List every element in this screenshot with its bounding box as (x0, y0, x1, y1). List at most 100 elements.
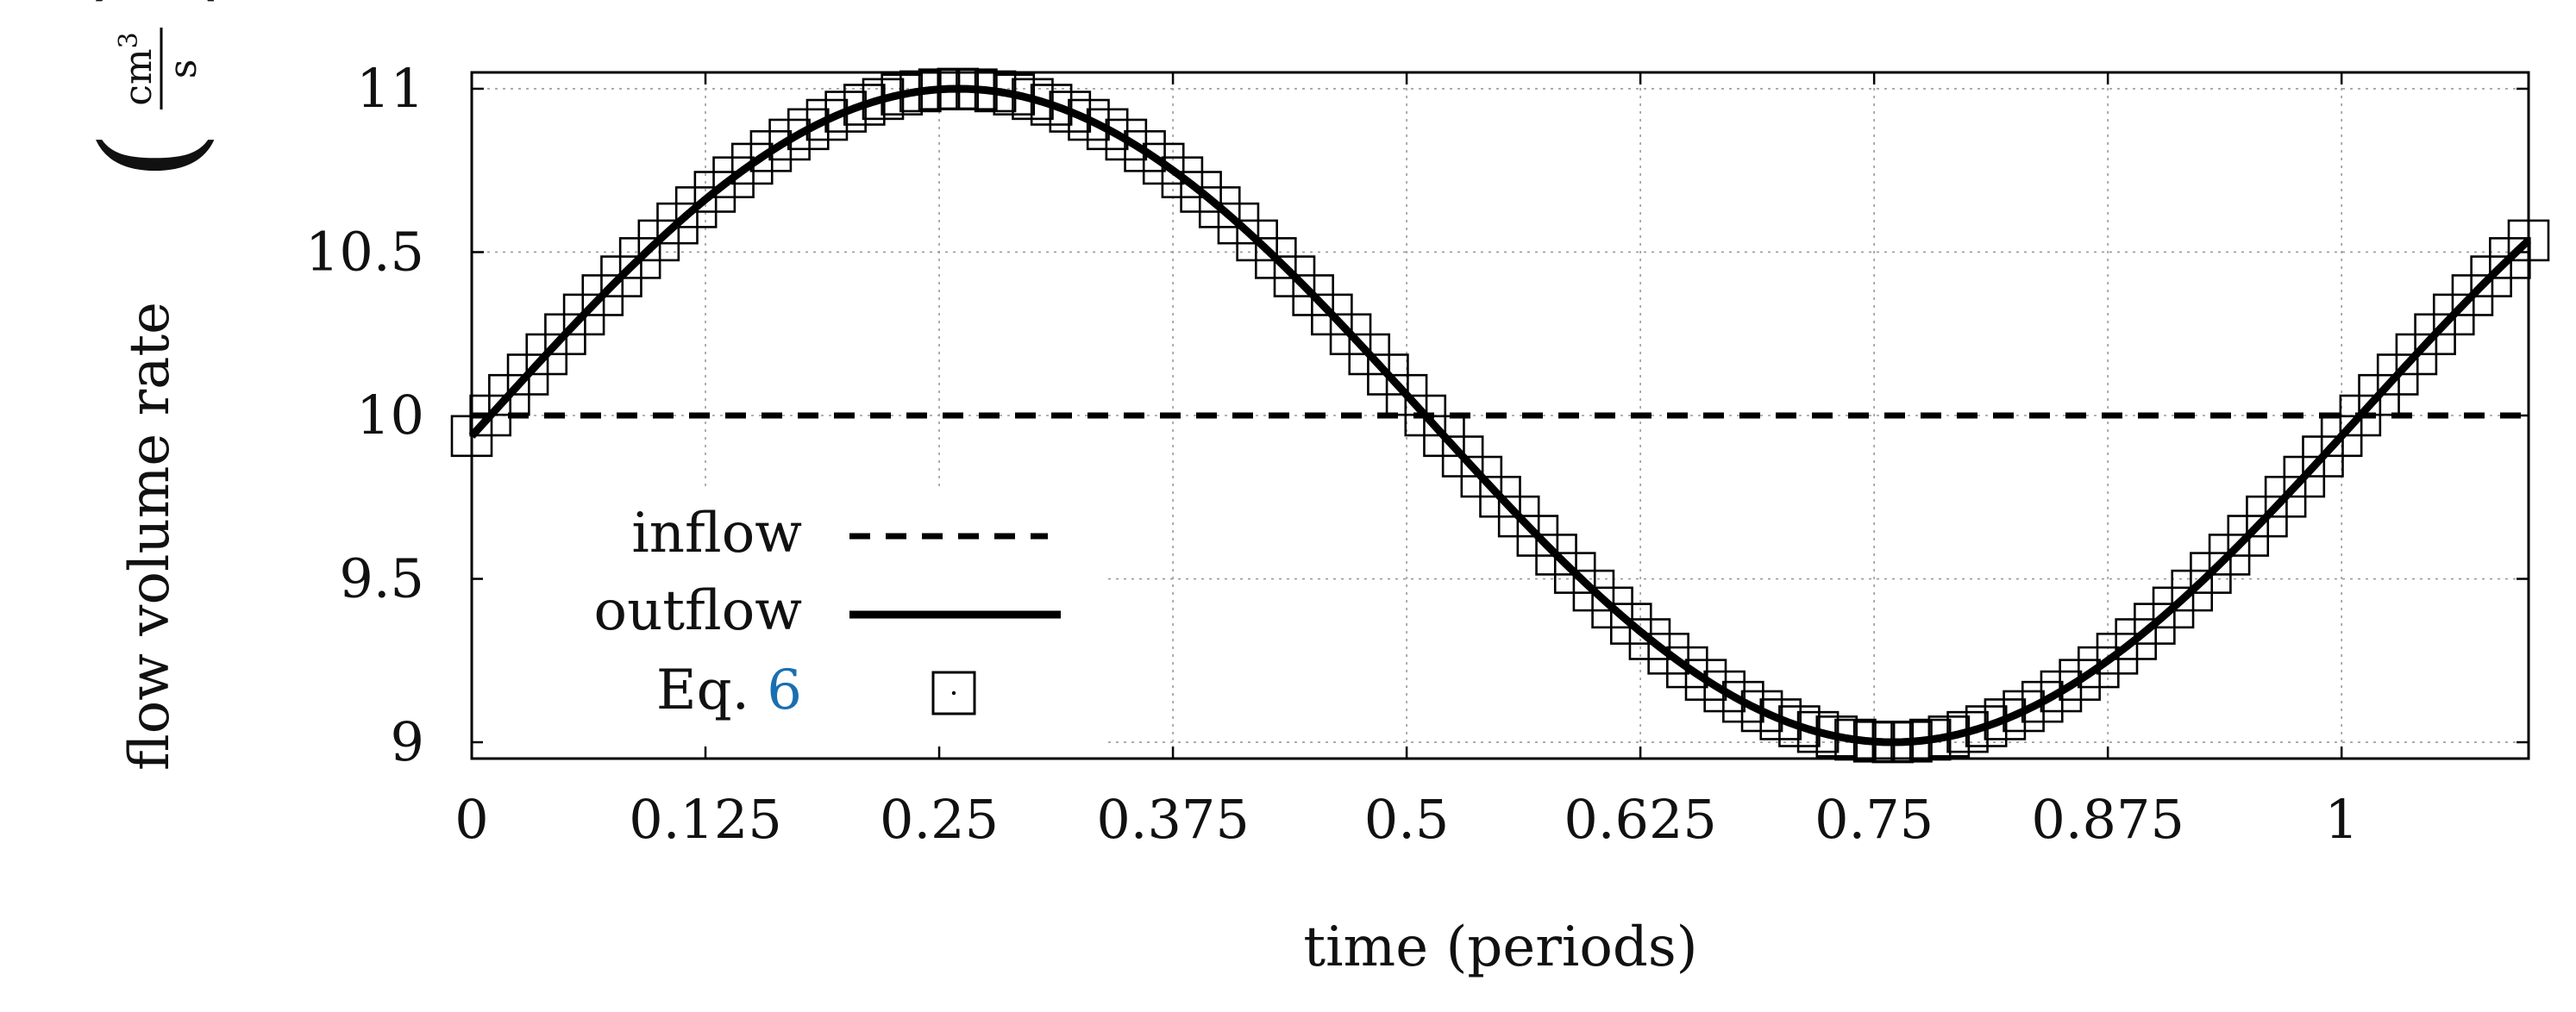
eq6-marker (1722, 680, 1764, 723)
eq6-marker (1086, 108, 1129, 151)
eq6-marker (1180, 171, 1222, 213)
eq6-marker (1553, 552, 1596, 594)
y-tick-label: 9.5 (339, 547, 424, 610)
eq6-marker (1198, 186, 1241, 228)
eq6-marker (1815, 715, 1858, 758)
eq6-marker (993, 73, 1036, 116)
legend-swatch-eq6-dot (951, 690, 956, 696)
eq6-marker (2115, 618, 2157, 660)
eq6-marker (1535, 534, 1577, 576)
y-tick-label: 10 (356, 384, 424, 447)
eq6-marker (1161, 156, 1204, 198)
eq6-marker (730, 142, 774, 185)
x-tick-label: 0.25 (880, 788, 999, 851)
eq6-marker (712, 156, 755, 198)
legend-label-eq6-prefix: Eq. (656, 659, 767, 722)
eq6-marker (1666, 646, 1708, 689)
eq6-marker (1890, 720, 1933, 763)
y-tick-label: 9 (391, 710, 424, 773)
legend-label-inflow: inflow (631, 502, 802, 565)
eq6-marker (1049, 91, 1092, 133)
legend-label-eq6: Eq. 6 (656, 659, 802, 722)
y-axis-unit-open-paren: ( (75, 130, 225, 181)
y-axis-unit-numerator: cm3 (114, 32, 160, 105)
eq6-marker (1778, 705, 1821, 747)
x-tick-label: 0.75 (1814, 788, 1934, 851)
x-tick-label: 0.375 (1096, 788, 1250, 851)
eq6-marker (2078, 646, 2120, 689)
eq6-marker (618, 237, 661, 279)
eq6-marker (656, 202, 699, 245)
x-tick-label: 0.5 (1364, 788, 1450, 851)
y-tick-label: 10.5 (305, 220, 424, 283)
x-tick-label: 0.625 (1564, 788, 1717, 851)
y-axis-unit-exponent: 3 (114, 32, 144, 48)
eq6-marker (693, 171, 736, 213)
eq6-marker (2171, 569, 2214, 612)
eq6-marker (2470, 255, 2512, 297)
eq6-marker (1030, 84, 1073, 126)
eq6-marker (2040, 670, 2083, 713)
x-tick-label: 0 (454, 788, 488, 851)
eq6-marker (1124, 130, 1166, 172)
eq6-marker (1572, 569, 1615, 612)
eq6-marker (843, 84, 886, 126)
eq6-marker (1217, 202, 1260, 245)
eq6-marker (637, 219, 680, 262)
y-axis-title: flow volume rate (118, 302, 182, 771)
x-axis-title: time (periods) (1303, 915, 1697, 979)
eq6-marker (787, 108, 830, 151)
eq6-marker (1628, 618, 1671, 660)
eq6-marker (974, 70, 1017, 113)
legend-label-outflow: outflow (594, 579, 802, 643)
eq6-marker (824, 91, 867, 133)
eq6-marker (2190, 552, 2232, 594)
y-axis-unit-cm: cm (116, 48, 160, 105)
eq6-marker (2134, 603, 2176, 645)
y-axis-unit-close-paren: ) (75, 0, 225, 10)
eq6-marker (749, 130, 793, 172)
data-series (450, 67, 2550, 764)
y-axis-unit-denominator: s (161, 59, 205, 79)
eq6-marker (805, 98, 849, 141)
x-tick-label: 0.875 (2031, 788, 2184, 851)
eq6-marker (2152, 586, 2195, 629)
eq6-marker (1946, 710, 1989, 753)
eq6-marker (1759, 698, 1802, 740)
eq6-marker (1105, 118, 1148, 161)
eq6-marker (2507, 219, 2550, 262)
eq6-marker (1796, 710, 1840, 753)
eq6-marker (1908, 718, 1952, 761)
eq6-marker (1740, 690, 1783, 733)
eq6-marker (600, 255, 642, 297)
legend-swatch-eq6 (931, 671, 976, 715)
legend: inflow outflow Eq. 6 (594, 502, 1061, 722)
eq6-marker (2489, 237, 2531, 279)
x-tick-label: 0.125 (629, 788, 782, 851)
eq6-marker (1255, 237, 1297, 279)
eq6-marker (881, 73, 923, 116)
eq6-marker (956, 68, 998, 110)
eq6-marker (1609, 603, 1652, 645)
eq6-marker (1591, 586, 1633, 629)
eq6-marker (2059, 659, 2101, 701)
eq6-marker (1647, 633, 1689, 675)
eq6-marker (674, 186, 718, 228)
eq6-marker (1142, 142, 1185, 185)
y-axis-title-group: flow volume rate ( cm3 s ) (75, 0, 225, 771)
y-tick-label: 11 (356, 57, 424, 120)
eq6-marker (862, 78, 905, 121)
eq6-marker (1236, 219, 1278, 262)
eq6-marker (1012, 78, 1054, 121)
eq6-marker (1684, 659, 1727, 701)
eq6-marker (1834, 718, 1877, 761)
eq6-marker (1984, 698, 2027, 740)
eq6-marker (2021, 680, 2064, 723)
x-tick-label: 1 (2324, 788, 2358, 851)
legend-label-eq6-ref[interactable]: 6 (767, 659, 802, 722)
axes: 0 0.125 0.25 0.375 0.5 0.625 0.75 0.875 1 9 9.5 10 1… (305, 57, 2530, 851)
eq6-marker (899, 70, 942, 113)
eq6-marker (1965, 705, 2008, 747)
eq6-marker (1927, 715, 1971, 758)
